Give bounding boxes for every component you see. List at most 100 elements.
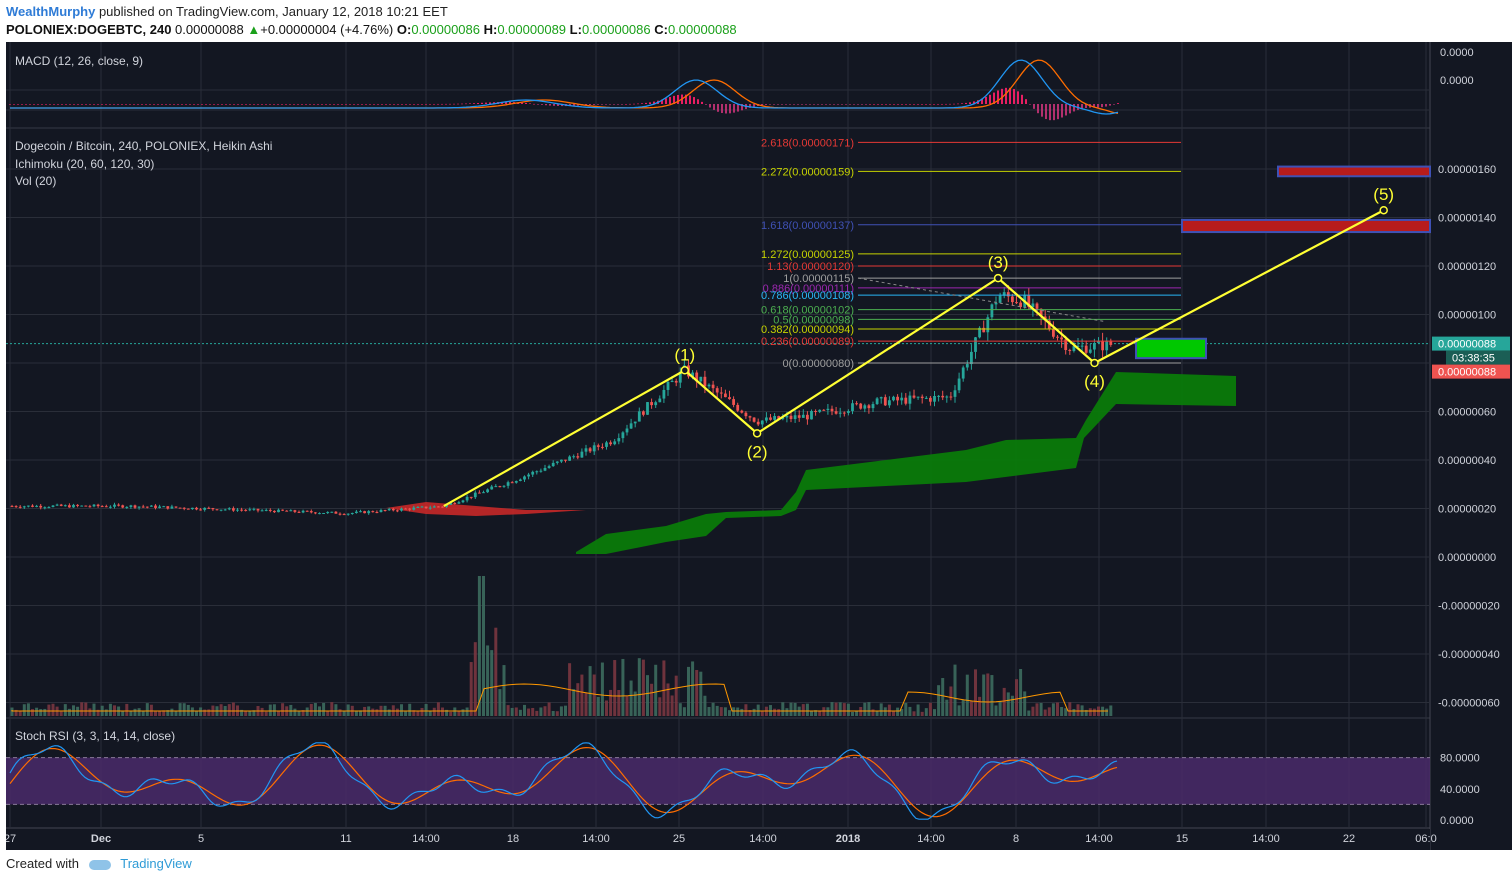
volume-bar (178, 703, 182, 716)
volume-bar (432, 707, 436, 716)
macd-histogram-bar (1061, 104, 1063, 118)
elliott-waves[interactable]: (1) (2) (3) (4) (5) (443, 185, 1394, 508)
macd-histogram-bar (961, 103, 963, 104)
candle-body (732, 399, 735, 405)
macd-histogram-bar (85, 104, 87, 105)
candle-body (43, 507, 47, 509)
candle-body (855, 403, 858, 405)
volume-bar (502, 665, 506, 716)
macd-histogram-bar (929, 103, 931, 105)
macd-histogram-bar (389, 103, 391, 105)
time-axis[interactable]: 27 Dec 5 11 14:00 18 14:00 25 14:00 2018 14:00 8 14:… (4, 829, 1437, 850)
volume-bar (523, 704, 526, 716)
volume-bar (166, 710, 170, 716)
candle-body (478, 492, 481, 494)
candle-body (584, 448, 588, 452)
tradingview-link[interactable]: TradingView (120, 856, 192, 871)
macd-histogram-bar (485, 102, 487, 104)
macd-histogram-bar (409, 103, 411, 105)
macd-histogram-bar (345, 104, 347, 105)
macd-histogram-bar (77, 104, 79, 105)
candle-body (256, 508, 260, 511)
author-link[interactable]: WealthMurphy (6, 4, 96, 19)
macd-histogram-bar (49, 104, 51, 105)
candle-body (596, 445, 600, 447)
chart-area[interactable]: 2.618(0.00000171) 2.272(0.00000159) 1.618(… (4, 42, 1512, 850)
macd-histogram-bar (733, 104, 735, 113)
candle-body (314, 512, 317, 514)
macd-title: MACD (12, 26, close, 9) (15, 54, 143, 68)
fib-level-label: 0.236(0.00000089) (761, 336, 854, 348)
candle-body (100, 506, 104, 508)
macd-histogram-bar (641, 103, 643, 104)
wave-label: (4) (1084, 372, 1105, 391)
volume-bar (510, 707, 514, 716)
candle-body (564, 459, 567, 461)
ichimoku-title: Ichimoku (20, 60, 120, 30) (15, 157, 154, 171)
target-zones[interactable] (1135, 165, 1431, 360)
volume-bar (518, 709, 522, 716)
volume-bar (186, 704, 190, 716)
volume-bar (1064, 708, 1068, 716)
target-zone-box (1135, 337, 1207, 360)
macd-histogram-bar (769, 104, 771, 105)
time-axis-label: 22 (1343, 833, 1355, 845)
macd-histogram-bar (797, 104, 799, 105)
volume-bar (896, 707, 900, 716)
macd-histogram-bar (1005, 87, 1007, 104)
price-axis-label: 0.00000140 (1438, 213, 1496, 225)
volume-bar (252, 710, 256, 716)
price-axis-label: 0.00000000 (1438, 552, 1496, 564)
volume-bar (203, 709, 207, 716)
price-axis-label: -0.00000060 (1438, 698, 1500, 710)
candle-body (1105, 340, 1109, 351)
volume-bar (346, 704, 350, 716)
macd-histogram-bar (1045, 104, 1047, 120)
candle-body (1015, 302, 1018, 304)
volume-bar (863, 702, 867, 716)
candle-body (765, 417, 768, 421)
macd-histogram-bar (605, 104, 607, 105)
fib-extension[interactable]: 2.618(0.00000171) 2.272(0.00000159) 1.618(… (761, 137, 1181, 370)
candle-body (465, 496, 469, 501)
volume-bar (477, 576, 481, 716)
macd-histogram-bar (1085, 104, 1087, 109)
volume-bar (641, 659, 645, 716)
price-axis[interactable]: 0.0000 0.0000 0.00000160 0.00000140 0.000001… (1431, 42, 1512, 850)
candle-body (129, 505, 133, 507)
candle-body (1002, 292, 1006, 296)
time-axis-background (6, 829, 1430, 850)
macd-histogram-bar (505, 101, 507, 104)
volume-bar (39, 709, 43, 716)
volume-bar (14, 709, 18, 716)
volume-bar (887, 704, 891, 716)
wave-point (1379, 205, 1388, 215)
candle-body (59, 504, 63, 506)
vol-title: Vol (20) (15, 174, 56, 188)
macd-histogram-bar (193, 104, 195, 105)
candle-body (166, 506, 170, 509)
volume-bar (190, 707, 194, 716)
candle-body (650, 402, 653, 406)
macd-histogram-bar (865, 104, 867, 105)
candle-body (383, 510, 387, 512)
volume-bar (1105, 708, 1109, 716)
macd-histogram-bar (61, 104, 63, 105)
volume-bar (145, 703, 149, 716)
chart-svg[interactable]: 2.618(0.00000171) 2.272(0.00000159) 1.618(… (4, 42, 1512, 850)
volume-bar (428, 710, 432, 716)
volume-bar (1027, 710, 1031, 716)
rsi-k-line (9, 742, 1118, 820)
fib-level-label: 0.382(0.00000094) (761, 324, 854, 336)
candle-body (662, 389, 666, 399)
candle-body (182, 507, 186, 509)
candle-body (68, 505, 71, 508)
macd-histogram-bar (901, 104, 903, 105)
volume-bar (108, 703, 112, 716)
macd-histogram-bar (813, 104, 815, 105)
volume-bar (244, 710, 248, 716)
candle-body (986, 317, 990, 333)
volume-bar (137, 708, 141, 716)
volume-bar (149, 704, 153, 716)
volume-bar (1019, 668, 1023, 716)
